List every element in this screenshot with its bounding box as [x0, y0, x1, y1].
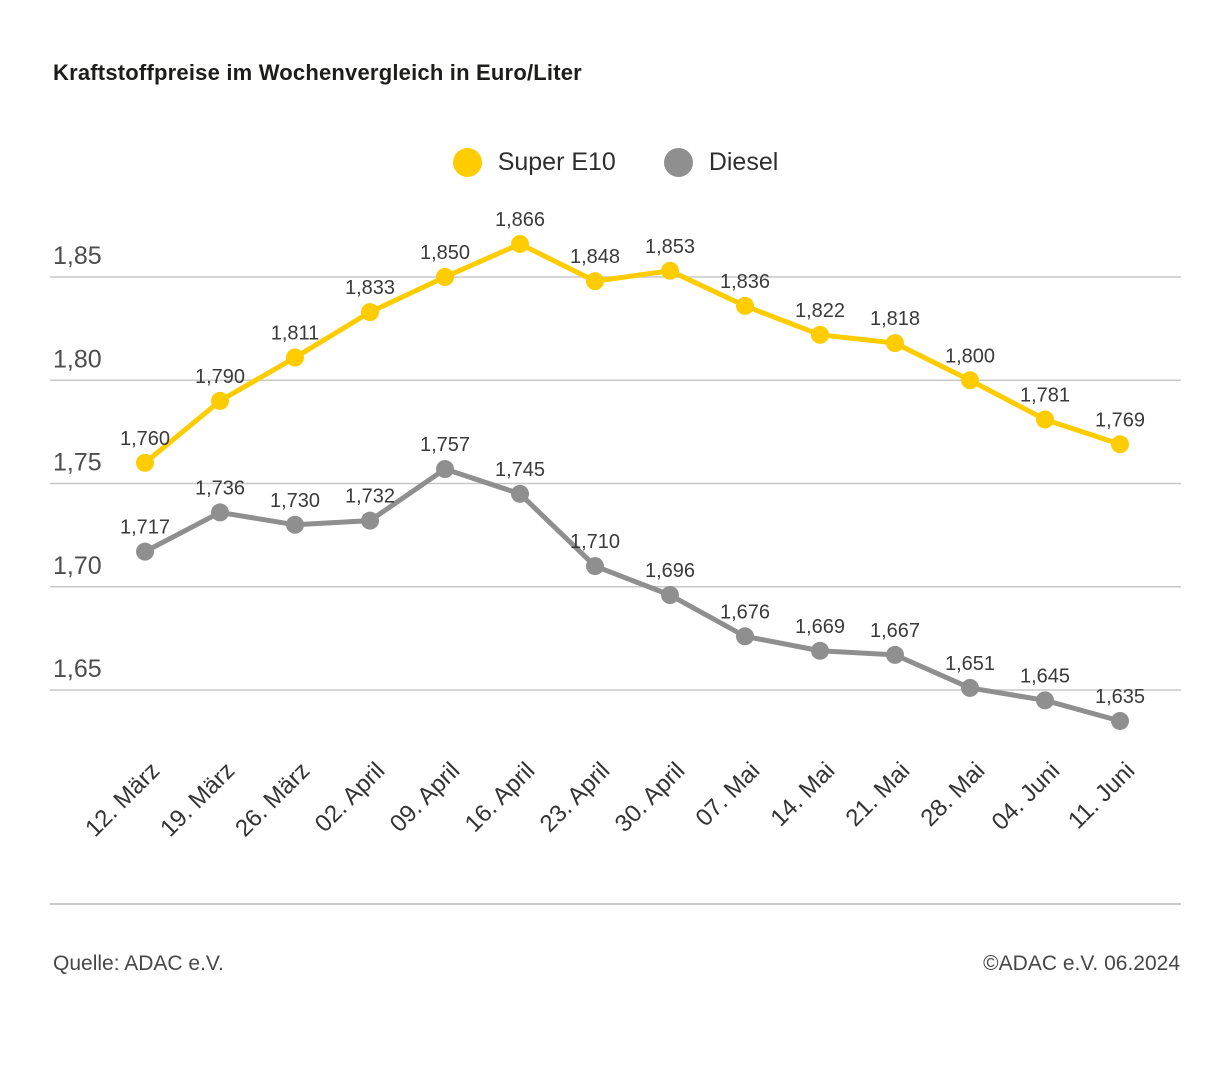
point-label: 1,651 [945, 653, 995, 675]
x-tick-label: 26. März [230, 757, 315, 842]
data-point [586, 272, 604, 291]
point-label: 1,736 [195, 477, 245, 499]
point-label: 1,866 [495, 209, 545, 231]
data-point [136, 542, 154, 561]
data-point [436, 268, 454, 286]
point-label: 1,717 [120, 517, 170, 539]
data-point [1036, 410, 1054, 429]
data-point [1111, 435, 1129, 454]
x-tick-label: 23. April [535, 757, 615, 837]
point-label: 1,833 [345, 277, 395, 299]
point-label: 1,800 [945, 345, 995, 367]
legend-label-super-e10: Super E10 [497, 148, 616, 176]
x-tick-label: 30. April [610, 757, 690, 837]
data-point [1036, 691, 1054, 710]
x-tick-label: 14. Mai [765, 757, 840, 832]
y-tick-label: 1,75 [53, 449, 102, 477]
point-label: 1,853 [645, 236, 695, 258]
x-tick-label: 16. April [460, 757, 540, 837]
data-point [136, 453, 154, 472]
legend-item-diesel: Diesel [663, 148, 779, 177]
x-tick-label: 04. Juni [987, 757, 1066, 836]
point-label: 1,836 [720, 271, 770, 293]
data-point [436, 460, 454, 479]
point-label: 1,850 [420, 242, 470, 264]
point-label: 1,669 [795, 616, 845, 638]
copyright-note: ©ADAC e.V. 06.2024 [983, 952, 1180, 975]
series-line-super-e10 [142, 241, 1123, 466]
legend-item-super-e10: Super E10 [452, 148, 616, 177]
data-point [811, 325, 829, 344]
point-label: 1,710 [570, 531, 620, 553]
point-label: 1,769 [1095, 409, 1145, 431]
point-label: 1,745 [495, 459, 545, 481]
chart-legend: Super E10 Diesel [0, 148, 1231, 177]
point-label: 1,781 [1020, 384, 1070, 406]
legend-label-diesel: Diesel [708, 148, 779, 176]
data-point [361, 303, 379, 322]
point-label: 1,818 [870, 308, 920, 330]
data-point [886, 645, 904, 664]
point-label: 1,760 [120, 428, 170, 450]
data-point [361, 511, 379, 530]
data-point [511, 234, 529, 253]
point-label: 1,645 [1020, 665, 1070, 687]
data-point [736, 296, 754, 315]
x-tick-label: 07. Mai [690, 757, 765, 832]
point-label: 1,730 [270, 490, 320, 512]
x-tick-label: 21. Mai [840, 757, 915, 832]
point-label: 1,757 [420, 434, 470, 456]
data-point [961, 678, 979, 697]
x-tick-label: 12. März [80, 757, 165, 842]
y-tick-label: 1,70 [53, 552, 102, 580]
data-point [661, 261, 679, 280]
x-tick-label: 19. März [155, 757, 240, 842]
x-tick-label: 11. Juni [1063, 757, 1140, 834]
data-point [211, 391, 229, 410]
data-point [736, 627, 754, 646]
x-tick-label: 09. April [385, 757, 465, 837]
data-point [961, 371, 979, 390]
data-point [1111, 711, 1129, 730]
point-label: 1,822 [795, 300, 845, 322]
y-tick-label: 1,65 [53, 655, 102, 683]
point-label: 1,790 [195, 366, 245, 388]
data-point [586, 557, 604, 576]
chart-title: Kraftstoffpreise im Wochenvergleich in E… [53, 60, 582, 85]
y-tick-label: 1,80 [53, 345, 102, 373]
source-note: Quelle: ADAC e.V. [53, 952, 224, 975]
point-label: 1,667 [870, 620, 920, 642]
data-point [811, 641, 829, 660]
data-point [886, 334, 904, 353]
point-label: 1,696 [645, 560, 695, 582]
series-line-diesel [142, 466, 1123, 724]
footer-divider [50, 903, 1181, 905]
data-point [211, 503, 229, 522]
footer: Quelle: ADAC e.V. ©ADAC e.V. 06.2024 [53, 952, 1180, 976]
point-label: 1,676 [720, 601, 770, 623]
point-label: 1,732 [345, 486, 395, 508]
y-tick-label: 1,85 [53, 242, 102, 270]
x-tick-label: 02. April [310, 757, 390, 837]
data-point [661, 586, 679, 605]
data-point [511, 484, 529, 503]
data-point [286, 348, 304, 367]
point-label: 1,635 [1095, 686, 1145, 708]
point-label: 1,848 [570, 246, 620, 268]
x-tick-label: 28. Mai [915, 757, 990, 832]
data-point [286, 515, 304, 534]
super-e10-marker-icon [452, 148, 482, 177]
point-label: 1,811 [271, 323, 320, 345]
diesel-marker-icon [663, 148, 693, 177]
